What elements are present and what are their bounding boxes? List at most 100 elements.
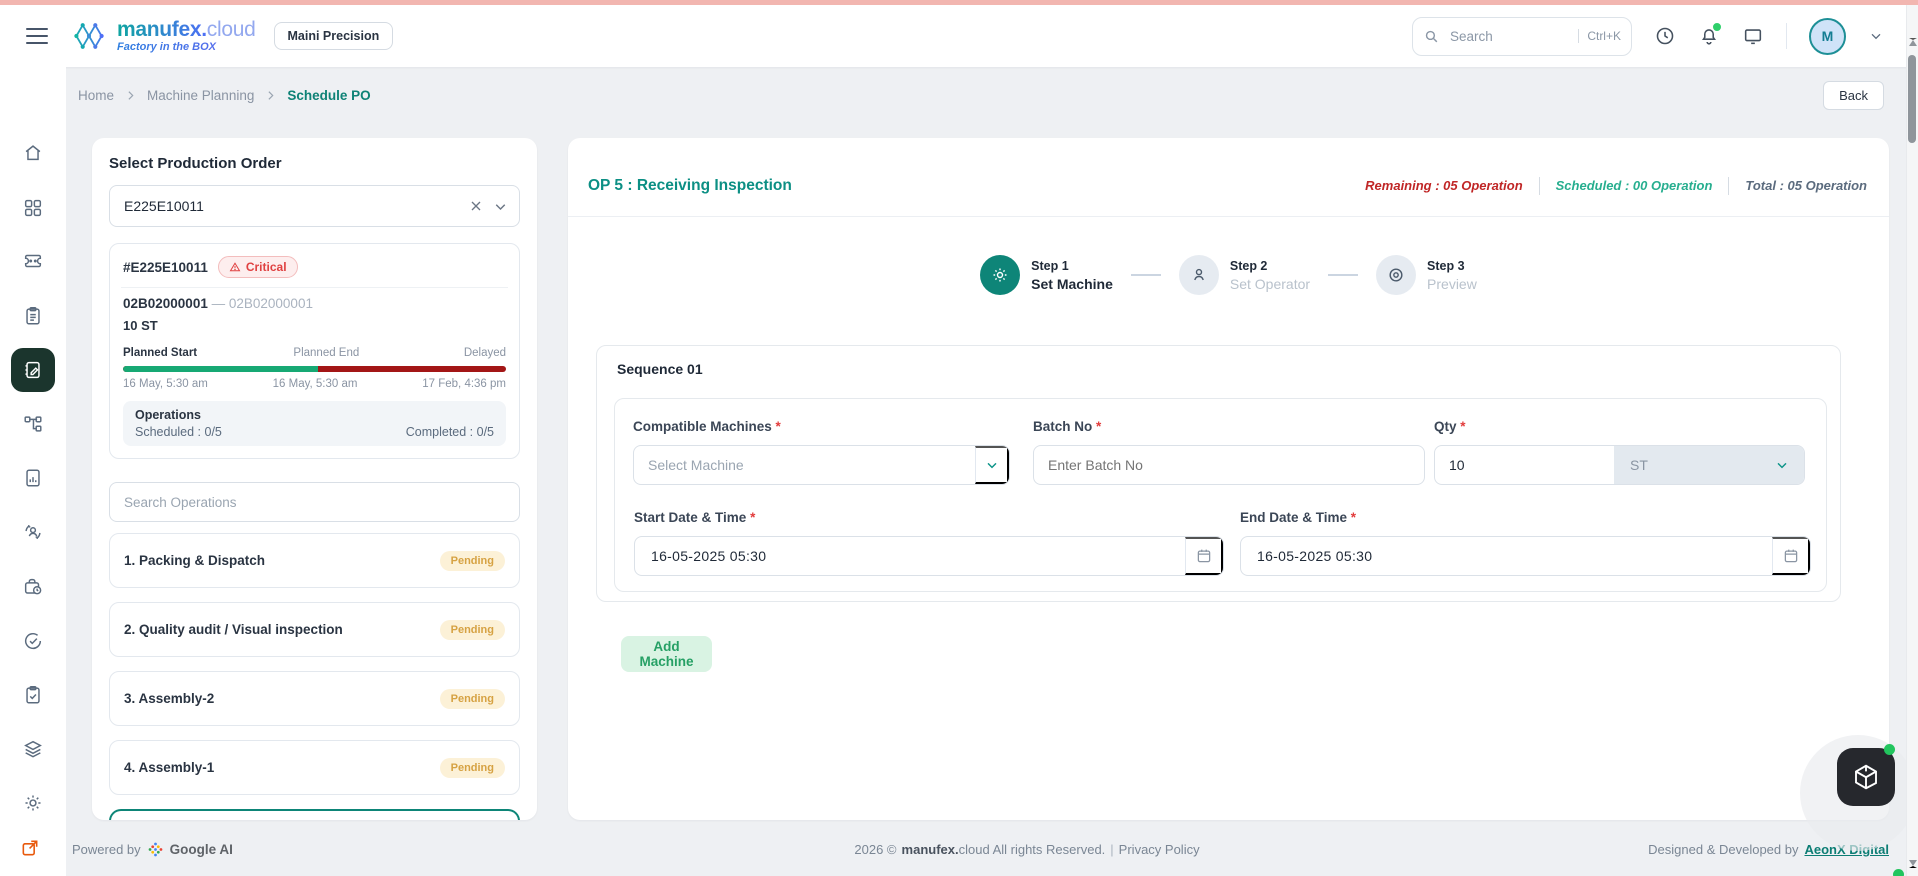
chat-notification-dot [1884, 744, 1895, 755]
notifications-bell-icon[interactable] [1698, 22, 1722, 47]
start-datetime-field[interactable]: 16-05-2025 05:30 [634, 536, 1224, 576]
qty-input[interactable] [1435, 456, 1614, 474]
gear-icon [980, 255, 1021, 295]
page-scrollbar[interactable] [1906, 5, 1918, 876]
divider [1538, 176, 1540, 195]
step-set-machine[interactable]: Step 1 Set Machine [980, 255, 1113, 295]
chat-widget-button[interactable] [1837, 748, 1895, 806]
sidebar-item-tasks[interactable] [0, 673, 66, 717]
start-datetime-label: Start Date & Time * [634, 510, 756, 525]
step-label: Set Machine [1031, 275, 1113, 292]
add-machine-button[interactable]: Add Machine [621, 636, 712, 672]
brand-logo[interactable]: manufex.cloud Factory in the BOX [70, 18, 256, 54]
operation-item-selected-partial[interactable] [109, 809, 520, 820]
sidebar-item-operators[interactable] [0, 510, 66, 554]
hamburger-menu-icon[interactable] [26, 28, 48, 44]
global-search[interactable]: Ctrl+K [1412, 16, 1632, 56]
production-order-input[interactable] [122, 197, 460, 215]
google-ai-logo-icon [148, 842, 163, 857]
tenant-badge[interactable]: Maini Precision [273, 22, 394, 50]
sidebar-item-machine-planning[interactable] [11, 348, 55, 392]
production-order-panel: Select Production Order #E225E10011 Crit… [92, 138, 537, 820]
po-quantity: 10 ST [123, 318, 158, 333]
notebook-edit-icon [25, 361, 40, 379]
end-datetime-field[interactable]: 16-05-2025 05:30 [1240, 536, 1811, 576]
select-placeholder: Select Machine [648, 457, 744, 473]
chevron-down-icon[interactable] [975, 446, 1009, 484]
display-monitor-icon[interactable] [1742, 25, 1764, 47]
external-link-icon[interactable] [20, 838, 40, 858]
sidebar-item-inventory[interactable] [0, 727, 66, 771]
ticket-icon [24, 254, 42, 268]
brand-tagline: Factory in the BOX [117, 41, 256, 53]
batch-no-field[interactable] [1033, 445, 1425, 485]
scrollbar-up-arrow[interactable] [1909, 38, 1917, 46]
machine-form: Compatible Machines * Select Machine Bat… [614, 398, 1827, 592]
schedule-progress-bar [123, 366, 506, 372]
scheduled-count: Scheduled : 0/5 [135, 425, 222, 439]
sidebar-item-tickets[interactable] [0, 239, 66, 283]
search-icon [1425, 30, 1438, 42]
delayed-date: 17 Feb, 4:36 pm [422, 378, 506, 390]
browser-top-strip [0, 0, 1918, 5]
chevron-right-icon [264, 89, 277, 102]
sidebar-item-orders[interactable] [0, 294, 66, 338]
scheduled-stat: Scheduled : 00 Operation [1555, 178, 1713, 193]
operator-person-icon [1178, 255, 1219, 295]
operation-item[interactable]: 4. Assembly-1 Pending [109, 740, 520, 795]
history-clock-icon[interactable] [1654, 25, 1676, 47]
scrollbar-thumb[interactable] [1908, 55, 1916, 143]
breadcrumb-home[interactable]: Home [78, 87, 115, 103]
compatible-machines-select[interactable]: Select Machine [633, 445, 1010, 485]
sidebar-item-approvals[interactable] [0, 619, 66, 663]
planned-start-label: Planned Start [123, 347, 198, 359]
planned-start-date: 16 May, 5:30 am [123, 378, 208, 390]
status-badge: Pending [439, 550, 505, 571]
operation-item[interactable]: 1. Packing & Dispatch Pending [109, 533, 520, 588]
step-set-operator[interactable]: Step 2 Set Operator [1178, 255, 1310, 295]
operation-item[interactable]: 2. Quality audit / Visual inspection Pen… [109, 602, 520, 657]
operations-search-input[interactable] [122, 493, 507, 511]
layers-icon [24, 740, 42, 758]
copyright: 2026 © manufex.cloud All rights Reserved… [854, 842, 1200, 857]
sidebar-item-dashboard[interactable] [0, 186, 66, 230]
qty-field[interactable]: ST [1434, 445, 1805, 485]
profile-chevron-down-icon[interactable] [1868, 28, 1884, 44]
operation-schedule-panel: OP 5 : Receiving Inspection Remaining : … [568, 138, 1889, 820]
clear-x-icon[interactable] [468, 198, 484, 214]
total-stat: Total : 05 Operation [1745, 178, 1867, 193]
operation-item[interactable]: 3. Assembly-2 Pending [109, 671, 520, 726]
step-preview[interactable]: Step 3 Preview [1376, 255, 1477, 295]
sidebar-item-reports[interactable] [0, 456, 66, 500]
user-avatar[interactable]: M [1809, 17, 1846, 55]
sequence-title: Sequence 01 [617, 361, 703, 377]
sidebar-nav [0, 67, 66, 876]
po-number: #E225E10011 [123, 259, 208, 275]
scrollbar-down-arrow[interactable] [1909, 860, 1917, 868]
search-input[interactable] [1448, 27, 1571, 45]
step-number: Step 1 [1031, 258, 1069, 273]
step-connector [1328, 274, 1359, 276]
batch-no-input[interactable] [1034, 456, 1424, 474]
operations-search[interactable] [109, 482, 520, 522]
app-header: manufex.cloud Factory in the BOX Maini P… [0, 5, 1918, 67]
breadcrumb-machine-planning[interactable]: Machine Planning [147, 87, 255, 103]
sidebar-item-settings[interactable] [0, 781, 66, 825]
breadcrumb-bar: Home Machine Planning Schedule PO Back [66, 67, 1906, 123]
calendar-icon[interactable] [1772, 537, 1810, 575]
sidebar-item-workflow[interactable] [0, 402, 66, 446]
planned-end-label: Planned End [293, 347, 360, 359]
chevron-down-icon[interactable] [492, 198, 509, 215]
chevron-right-icon [124, 89, 137, 102]
back-button[interactable]: Back [1823, 81, 1884, 110]
end-datetime-label: End Date & Time * [1240, 510, 1357, 525]
sidebar-item-home[interactable] [0, 131, 66, 175]
production-order-combobox[interactable] [109, 185, 520, 227]
clipboard-check-icon [26, 686, 40, 704]
sidebar-item-shift[interactable] [0, 565, 66, 609]
privacy-policy-link[interactable]: Privacy Policy [1118, 842, 1200, 857]
completed-count: Completed : 0/5 [405, 425, 494, 439]
calendar-icon[interactable] [1185, 537, 1223, 575]
qty-unit-select[interactable]: ST [1614, 446, 1804, 484]
planned-end-date: 16 May, 5:30 am [272, 378, 358, 390]
